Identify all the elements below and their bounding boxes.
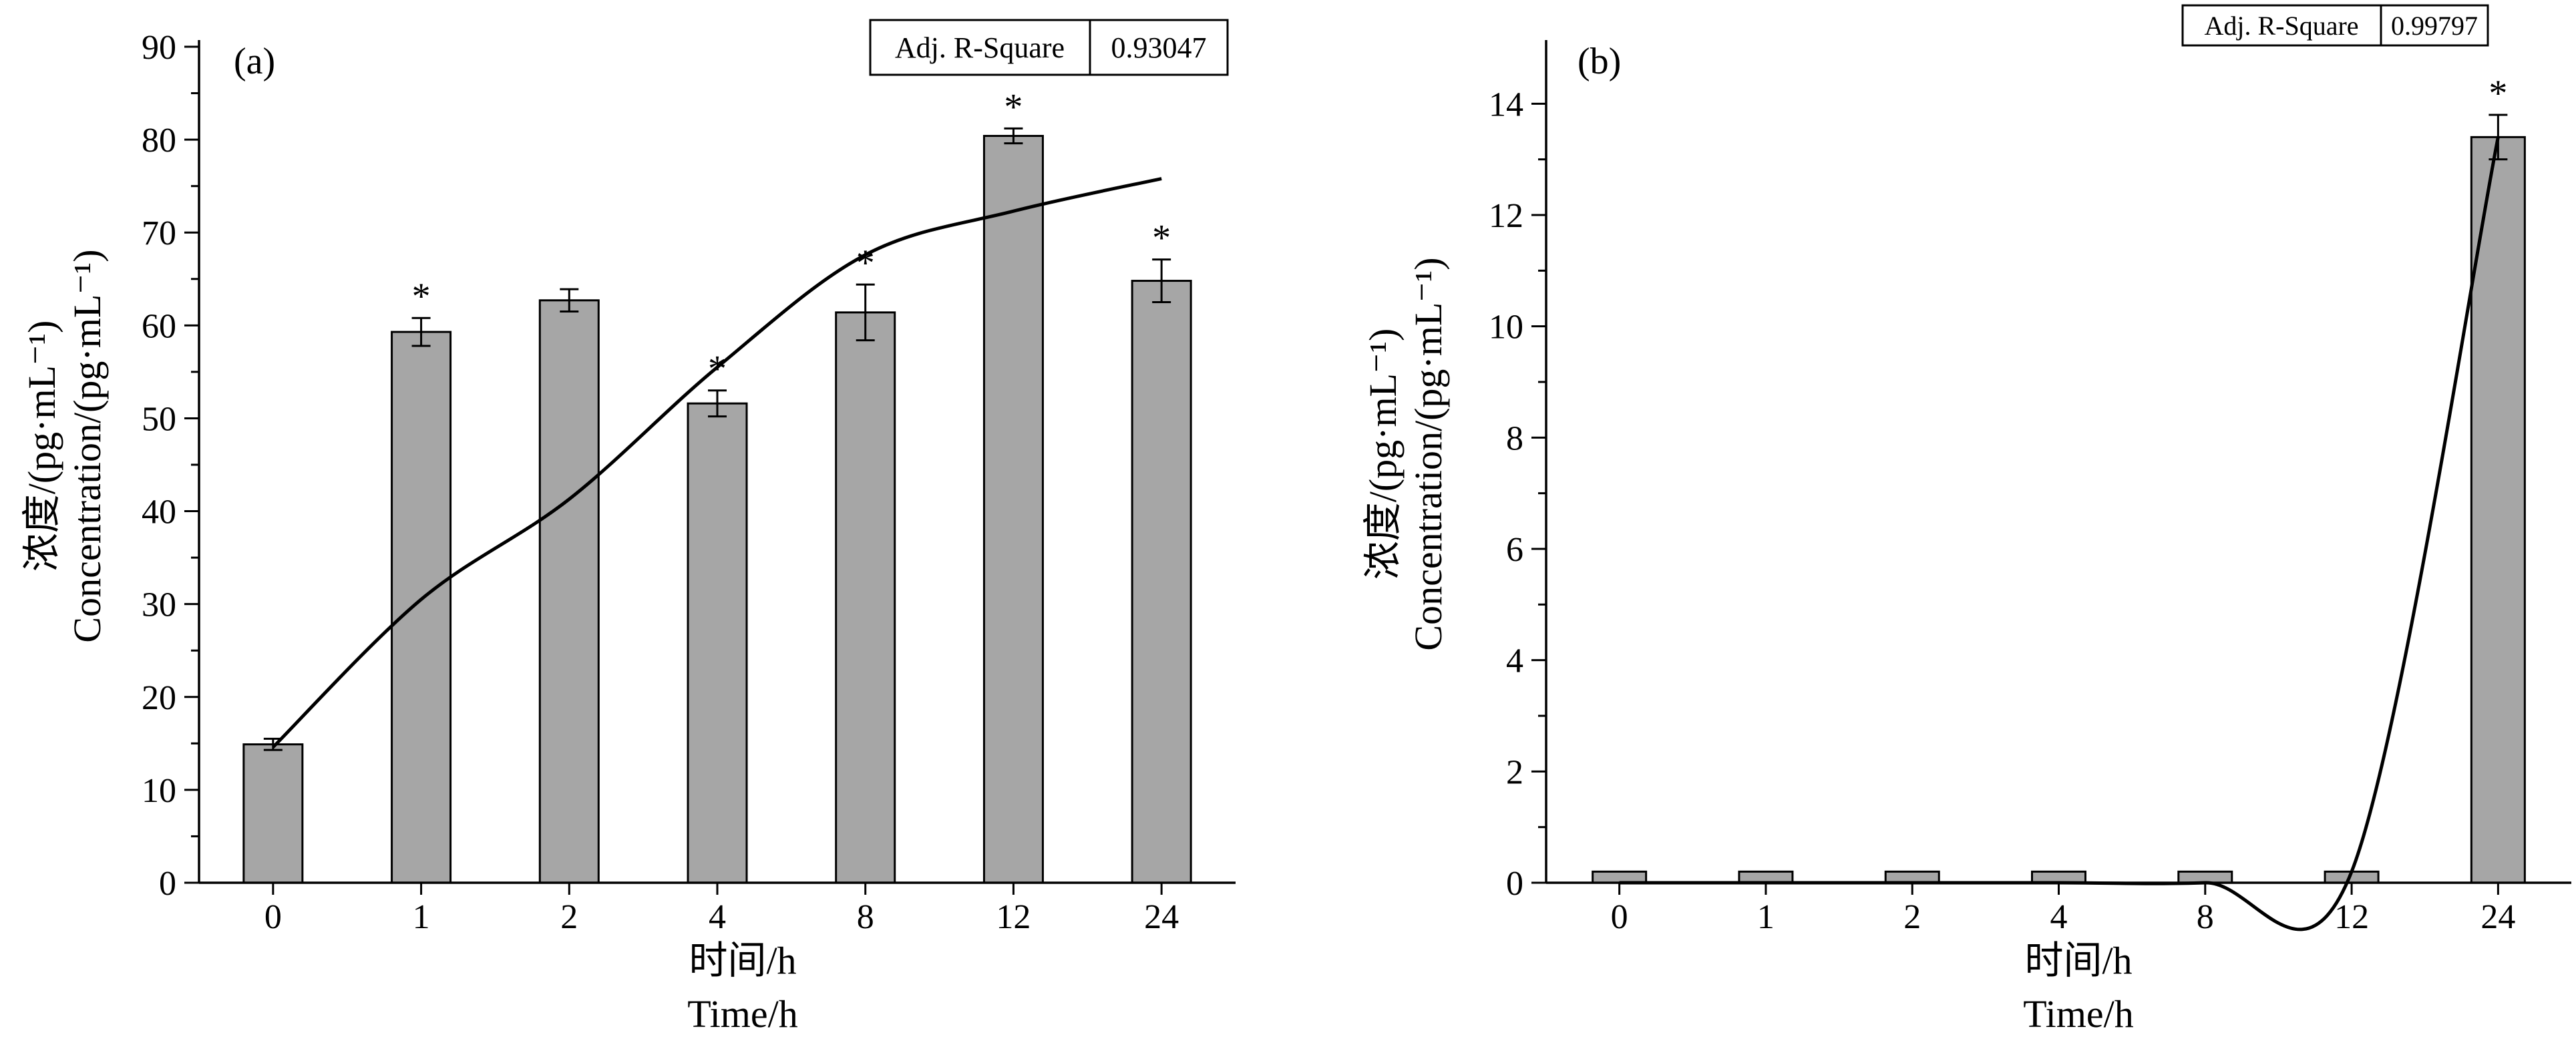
- panel-b-stat-box: Adj. R-Square 0.99797: [2181, 4, 2489, 47]
- panel-a-xlabel-cn: 时间/h: [689, 939, 796, 982]
- panel-b-bars: [1592, 136, 2526, 884]
- panel-a-xlabel-en: Time/h: [687, 992, 797, 1036]
- bar-2h: [538, 299, 600, 884]
- y-tick-label: 30: [142, 586, 176, 624]
- y-tick-label: 12: [1489, 197, 1523, 235]
- panel-a-stat-label: Adj. R-Square: [895, 31, 1065, 64]
- x-tick-label: 0: [1611, 898, 1628, 936]
- panel-a-label: (a): [234, 41, 275, 82]
- x-tick-label: 24: [1144, 898, 1179, 936]
- panel-a-ylabel-cn: 浓度/(pg·mL⁻¹): [20, 321, 63, 572]
- panel-b-axes: [1531, 40, 2571, 895]
- significance-mark-8h: *: [856, 242, 875, 284]
- error-bar-1h: [411, 317, 431, 347]
- y-tick-label: 0: [159, 865, 176, 903]
- significance-mark-1h: *: [412, 276, 431, 317]
- y-tick-label: 10: [1489, 308, 1523, 347]
- y-tick-label: 10: [142, 772, 176, 810]
- bar-0h: [242, 743, 304, 884]
- x-tick-label: 8: [2197, 898, 2214, 936]
- panel-a-axes: [184, 40, 1236, 895]
- x-tick-label: 2: [560, 898, 578, 936]
- y-tick-label: 20: [142, 679, 176, 717]
- error-bar-2h: [560, 288, 579, 313]
- panel-b-ylabel-en: Concentration/(pg·mL⁻¹): [1407, 257, 1450, 650]
- panel-b-label: (b): [1578, 41, 1621, 82]
- panel-a-stat-value: 0.93047: [1111, 31, 1207, 64]
- panel-b-stat-value: 0.99797: [2391, 11, 2478, 41]
- x-tick-label: 24: [2480, 898, 2515, 936]
- y-tick-label: 50: [142, 400, 176, 438]
- y-tick-label: 40: [142, 493, 176, 532]
- y-tick-label: 14: [1489, 85, 1523, 124]
- panel-b-x-tick-labels: 0 1 2 4 8 12 24: [1611, 898, 2516, 936]
- y-tick-label: 70: [142, 214, 176, 252]
- panel-a-y-tick-labels: 0 10 20 30 40 50 60 70 80 90: [142, 29, 176, 903]
- panel-a-significance-marks: *****: [412, 86, 1171, 389]
- bar-1h: [391, 331, 452, 884]
- panel-a-bars: [242, 135, 1192, 884]
- y-tick-label: 60: [142, 307, 176, 345]
- y-tick-label: 90: [142, 29, 176, 67]
- bar-24h: [2470, 136, 2526, 884]
- x-tick-label: 1: [413, 898, 430, 936]
- panel-b-fit-curve: [1619, 136, 2500, 931]
- panel-a-x-tick-labels: 0 1 2 4 8 12 24: [264, 898, 1179, 936]
- y-tick-label: 6: [1506, 531, 1523, 569]
- bar-12h: [982, 135, 1044, 884]
- y-tick-label: 80: [142, 122, 176, 160]
- x-tick-label: 2: [1903, 898, 1921, 936]
- error-bar-4h: [708, 389, 727, 418]
- significance-mark-12h: *: [1004, 86, 1023, 128]
- bar-8h: [835, 311, 896, 884]
- error-bar-12h: [1004, 127, 1023, 145]
- panel-b-significance-marks: *: [2489, 73, 2507, 114]
- x-tick-label: 4: [2050, 898, 2068, 936]
- panel-a-stat-box: Adj. R-Square 0.93047: [869, 19, 1229, 76]
- x-tick-label: 0: [264, 898, 282, 936]
- panel-b-xlabel-en: Time/h: [2023, 992, 2133, 1036]
- x-tick-label: 4: [709, 898, 726, 936]
- x-tick-label: 12: [996, 898, 1031, 936]
- significance-mark-24h: *: [1152, 218, 1171, 259]
- panel-b-ylabel-cn: 浓度/(pg·mL⁻¹): [1361, 329, 1405, 580]
- error-bar-24h: [1152, 258, 1171, 304]
- panel-a-error-bars: [263, 127, 1171, 751]
- error-bar-8h: [856, 283, 875, 342]
- panel-a-fit-curve: [272, 177, 1162, 749]
- panel-a-ylabel-en: Concentration/(pg·mL⁻¹): [65, 249, 109, 642]
- x-tick-label: 12: [2334, 898, 2369, 936]
- y-tick-label: 4: [1506, 642, 1523, 680]
- bar-4h: [687, 402, 748, 884]
- y-tick-label: 2: [1506, 753, 1523, 791]
- x-tick-label: 8: [857, 898, 874, 936]
- y-tick-label: 0: [1506, 865, 1523, 903]
- bar-24h: [1131, 280, 1192, 884]
- panel-b-stat-label: Adj. R-Square: [2204, 11, 2358, 41]
- significance-mark-24h: *: [2489, 73, 2507, 114]
- x-tick-label: 1: [1757, 898, 1775, 936]
- panel-b-y-tick-labels: 0 2 4 6 8 10 12 14: [1489, 85, 1523, 903]
- panel-b-xlabel-cn: 时间/h: [2024, 939, 2132, 982]
- y-tick-label: 8: [1506, 419, 1523, 457]
